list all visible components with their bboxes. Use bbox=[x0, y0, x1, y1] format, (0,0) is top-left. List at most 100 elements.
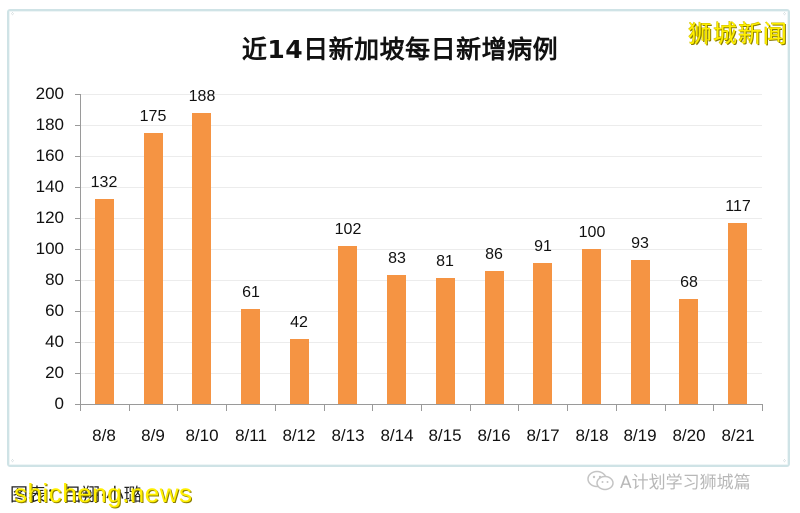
x-tick bbox=[226, 404, 227, 411]
y-tick bbox=[75, 249, 81, 250]
x-tick-label: 8/8 bbox=[92, 426, 116, 445]
y-tick bbox=[75, 125, 81, 126]
x-tick-label: 8/21 bbox=[721, 426, 755, 445]
x-tick bbox=[518, 404, 519, 411]
x-tick-label: 8/20 bbox=[672, 426, 706, 445]
wechat-icon bbox=[586, 470, 616, 492]
y-tick-label: 200 bbox=[35, 84, 64, 103]
x-tick bbox=[177, 404, 178, 411]
x-tick-label: 8/12 bbox=[282, 426, 316, 445]
x-tick bbox=[324, 404, 325, 411]
bar[interactable] bbox=[144, 133, 163, 404]
x-tick-label: 8/17 bbox=[526, 426, 560, 445]
bar-value-label: 42 bbox=[290, 314, 308, 331]
resize-handle-icon[interactable]: ⁘ bbox=[782, 11, 788, 18]
x-tick bbox=[470, 404, 471, 411]
x-tick bbox=[762, 404, 763, 411]
x-tick-label: 8/13 bbox=[331, 426, 365, 445]
x-tick-label: 8/16 bbox=[477, 426, 511, 445]
x-tick bbox=[665, 404, 666, 411]
x-tick bbox=[80, 404, 81, 411]
gridline bbox=[81, 249, 762, 250]
bar-value-label: 81 bbox=[436, 253, 454, 270]
x-tick-label: 8/9 bbox=[141, 426, 165, 445]
bar-value-label: 100 bbox=[578, 224, 606, 241]
y-tick bbox=[75, 156, 81, 157]
chart-credit: 图表：吕翔·小璐 bbox=[10, 485, 142, 506]
x-tick-label: 8/11 bbox=[235, 426, 267, 445]
x-tick-label: 8/10 bbox=[185, 426, 219, 445]
bar-value-label: 175 bbox=[139, 108, 167, 125]
bar[interactable] bbox=[533, 263, 552, 404]
bar-value-label: 188 bbox=[188, 88, 216, 105]
y-tick-label: 140 bbox=[35, 177, 64, 196]
y-tick-label: 60 bbox=[45, 301, 64, 320]
bar[interactable] bbox=[436, 278, 455, 404]
resize-handle-icon[interactable]: ⁘ bbox=[782, 458, 788, 465]
bar[interactable] bbox=[95, 199, 114, 404]
y-tick-label: 120 bbox=[35, 208, 64, 227]
y-tick bbox=[75, 187, 81, 188]
bar[interactable] bbox=[192, 113, 211, 404]
gridline bbox=[81, 125, 762, 126]
x-tick-label: 8/15 bbox=[428, 426, 462, 445]
y-tick-label: 0 bbox=[54, 394, 64, 413]
bar[interactable] bbox=[387, 275, 406, 404]
wechat-account-badge: A计划学习狮城篇 bbox=[586, 468, 751, 493]
y-tick-label: 80 bbox=[45, 270, 64, 289]
watermark-top-right: 狮城新闻 bbox=[688, 20, 788, 48]
gridline bbox=[81, 156, 762, 157]
y-tick-label: 160 bbox=[35, 146, 64, 165]
x-tick-label: 8/14 bbox=[380, 426, 414, 445]
bar-value-label: 102 bbox=[334, 221, 362, 238]
bar-value-label: 117 bbox=[725, 198, 751, 215]
bar[interactable] bbox=[338, 246, 357, 404]
x-tick bbox=[275, 404, 276, 411]
watermark-bottom-left: shicheng.news bbox=[14, 478, 193, 508]
x-tick-label: 8/18 bbox=[575, 426, 609, 445]
bar-value-label: 91 bbox=[534, 238, 552, 255]
bar[interactable] bbox=[485, 271, 504, 404]
resize-handle-icon[interactable]: ⁘ bbox=[10, 458, 16, 465]
gridline bbox=[81, 94, 762, 95]
gridline bbox=[81, 311, 762, 312]
bar[interactable] bbox=[679, 299, 698, 404]
gridline bbox=[81, 342, 762, 343]
bar-value-label: 83 bbox=[388, 250, 406, 267]
bar[interactable] bbox=[241, 309, 260, 404]
y-tick bbox=[75, 311, 81, 312]
x-tick bbox=[129, 404, 130, 411]
chart-title: 近14日新加坡每日新增病例 bbox=[241, 35, 559, 64]
x-tick bbox=[421, 404, 422, 411]
wechat-account-name: A计划学习狮城篇 bbox=[620, 473, 751, 493]
y-tick-label: 100 bbox=[35, 239, 64, 258]
x-tick bbox=[372, 404, 373, 411]
y-tick bbox=[75, 94, 81, 95]
x-tick bbox=[616, 404, 617, 411]
y-tick bbox=[75, 280, 81, 281]
y-tick-label: 180 bbox=[35, 115, 64, 134]
bar[interactable] bbox=[631, 260, 650, 404]
x-tick bbox=[713, 404, 714, 411]
bar[interactable] bbox=[582, 249, 601, 404]
resize-handle-icon[interactable]: ⁘ bbox=[10, 11, 16, 18]
bar-value-label: 68 bbox=[680, 274, 698, 291]
gridline bbox=[81, 373, 762, 374]
y-tick bbox=[75, 404, 81, 405]
y-tick bbox=[75, 218, 81, 219]
bar-value-label: 132 bbox=[90, 174, 118, 191]
gridline bbox=[81, 218, 762, 219]
bar[interactable] bbox=[290, 339, 309, 404]
y-tick bbox=[75, 342, 81, 343]
y-tick bbox=[75, 373, 81, 374]
y-tick-label: 20 bbox=[45, 363, 64, 382]
x-tick bbox=[567, 404, 568, 411]
bar[interactable] bbox=[728, 223, 747, 404]
bar-value-label: 61 bbox=[242, 284, 260, 301]
x-tick-label: 8/19 bbox=[623, 426, 657, 445]
gridline bbox=[81, 187, 762, 188]
y-tick-label: 40 bbox=[45, 332, 64, 351]
bar-value-label: 86 bbox=[485, 246, 503, 263]
bar-value-label: 93 bbox=[631, 235, 649, 252]
